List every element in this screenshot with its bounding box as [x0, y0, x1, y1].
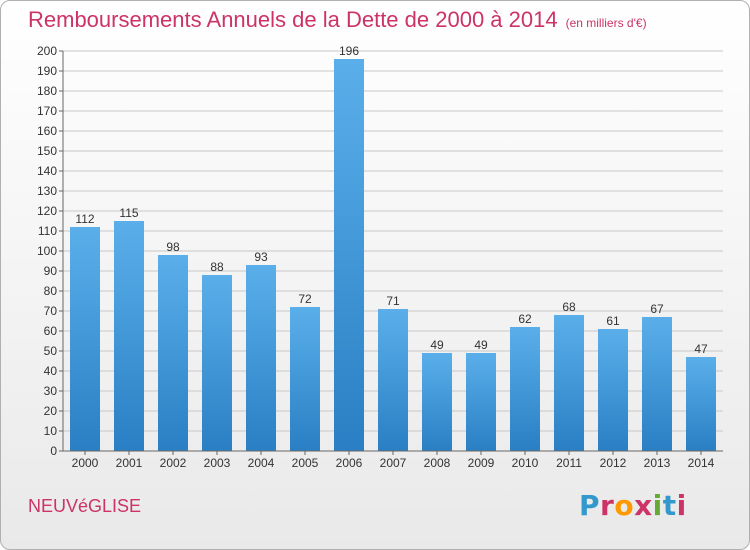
bar — [114, 221, 144, 451]
bar — [686, 357, 716, 451]
y-tick-label: 40 — [44, 364, 58, 378]
y-tick-label: 70 — [44, 304, 58, 318]
y-tick-label: 10 — [44, 424, 58, 438]
bar — [466, 353, 496, 451]
proxiti-logo[interactable]: Proxiti — [579, 489, 687, 522]
bar — [598, 329, 628, 451]
y-tick-label: 180 — [37, 84, 57, 98]
data-label: 112 — [75, 212, 94, 226]
y-tick-label: 140 — [37, 164, 57, 178]
x-tick-label: 2011 — [556, 456, 582, 470]
y-tick-label: 200 — [37, 44, 57, 58]
data-label: 71 — [386, 294, 400, 308]
data-label: 115 — [119, 206, 138, 220]
y-tick-label: 90 — [44, 264, 58, 278]
bar — [290, 307, 320, 451]
data-label: 62 — [518, 312, 532, 326]
logo-letter: x — [634, 489, 653, 522]
data-label: 68 — [562, 300, 576, 314]
y-tick-label: 20 — [44, 404, 58, 418]
bar — [422, 353, 452, 451]
data-label: 98 — [166, 240, 180, 254]
logo-letter: i — [652, 489, 663, 522]
x-tick-label: 2000 — [72, 456, 99, 470]
data-label: 61 — [606, 314, 620, 328]
logo-letter: r — [600, 489, 615, 522]
x-axis: 2000 2001 2002 2003 2004 2005 2006 2007 2008 2009… — [63, 450, 723, 470]
y-tick-label: 150 — [37, 144, 57, 158]
y-tick-label: 50 — [44, 344, 58, 358]
bar — [202, 275, 232, 451]
logo-letter: o — [614, 489, 635, 522]
bar — [378, 309, 408, 451]
y-tick-label: 80 — [44, 284, 58, 298]
y-tick-label: 190 — [37, 64, 57, 78]
x-tick-label: 2006 — [336, 456, 363, 470]
commune-name: NEUVéGLISE — [28, 496, 142, 516]
logo-letter: t — [662, 489, 677, 522]
y-tick-label: 120 — [37, 204, 57, 218]
y-axis: 0 10 20 30 40 50 60 70 80 90 100 110 120 130 140 150 160… — [37, 44, 64, 458]
y-tick-label: 170 — [37, 104, 57, 118]
chart-title-text: Remboursements Annuels de la Dette de 20… — [28, 7, 558, 32]
data-label: 67 — [650, 302, 664, 316]
bar — [158, 255, 188, 451]
data-label: 88 — [210, 260, 224, 274]
y-tick-label: 60 — [44, 324, 58, 338]
x-tick-label: 2014 — [688, 456, 715, 470]
x-tick-label: 2004 — [248, 456, 275, 470]
y-tick-label: 30 — [44, 384, 58, 398]
x-tick-label: 2007 — [380, 456, 407, 470]
y-tick-label: 100 — [37, 244, 57, 258]
value-labels: 112 115 98 88 93 72 196 71 49 49 62 68 61 67 47 — [75, 44, 708, 356]
logo-letter: P — [579, 489, 601, 522]
x-tick-label: 2008 — [424, 456, 451, 470]
x-tick-label: 2010 — [512, 456, 539, 470]
bar — [70, 227, 100, 451]
data-label: 196 — [339, 44, 359, 58]
x-tick-label: 2009 — [468, 456, 495, 470]
y-tick-label: 110 — [38, 224, 57, 238]
x-tick-label: 2002 — [160, 456, 187, 470]
data-label: 47 — [694, 342, 708, 356]
chart-unit: (en milliers d'€) — [565, 16, 647, 30]
bars — [70, 59, 716, 451]
data-label: 93 — [254, 250, 268, 264]
x-tick-label: 2005 — [292, 456, 319, 470]
x-tick-label: 2001 — [116, 456, 143, 470]
logo-letter: i — [676, 489, 687, 522]
x-tick-label: 2003 — [204, 456, 231, 470]
data-label: 49 — [430, 338, 444, 352]
x-tick-label: 2013 — [644, 456, 671, 470]
bar — [510, 327, 540, 451]
bar — [642, 317, 672, 451]
x-tick-label: 2012 — [600, 456, 627, 470]
bar — [554, 315, 584, 451]
chart-title: Remboursements Annuels de la Dette de 20… — [28, 7, 647, 33]
data-label: 49 — [474, 338, 488, 352]
data-label: 72 — [298, 292, 312, 306]
y-tick-label: 0 — [50, 444, 57, 458]
y-tick-label: 160 — [37, 124, 57, 138]
bar — [334, 59, 364, 451]
y-tick-label: 130 — [37, 184, 57, 198]
bar — [246, 265, 276, 451]
